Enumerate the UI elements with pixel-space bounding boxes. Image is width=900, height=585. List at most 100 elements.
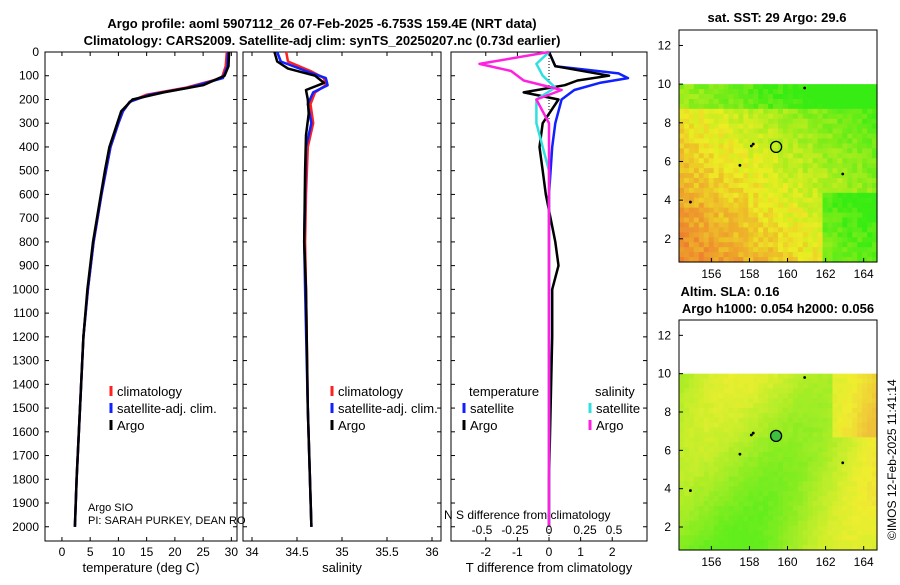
heatmap-cell [763,197,769,204]
heatmap-cell [778,510,784,517]
heatmap-cell [758,501,764,507]
heatmap-cell [738,432,744,438]
heatmap-cell [852,505,858,512]
heatmap-cell [708,168,715,174]
sla-map-title2: Argo h1000: 0.054 h2000: 0.056 [682,301,874,316]
heatmap-cell [867,525,873,532]
heatmap-cell [797,163,804,169]
heatmap-cell [872,545,878,551]
heatmap-cell [728,510,735,517]
heatmap-cell [782,153,789,159]
heatmap-cell [753,427,759,434]
heatmap-cell [787,432,794,438]
heatmap-cell [827,437,834,443]
heatmap-cell [862,456,868,463]
heatmap-cell [753,187,759,194]
heatmap-cell [812,442,819,448]
heatmap-cell [837,447,843,453]
heatmap-cell [768,113,774,120]
heatmap-cell [778,138,784,145]
heatmap-cell [713,525,720,532]
heatmap-cell [787,378,794,385]
heatmap-cell [723,505,730,512]
heatmap-cell [698,466,705,473]
heatmap-cell [688,163,695,169]
heatmap-cell [698,207,705,214]
heatmap-cell [768,187,774,194]
heatmap-cell [837,461,843,468]
heatmap-cell [683,113,690,120]
heatmap-cell [852,143,858,149]
heatmap-cell [758,227,764,233]
x-tick-label: 162 [816,267,836,281]
heatmap-cell [703,471,710,478]
heatmap-cell [763,505,769,512]
heatmap-cell [787,447,794,453]
heatmap-cell [713,540,720,546]
heatmap-cell [708,437,715,443]
heatmap-cell [698,222,705,229]
heatmap-cell [733,476,739,483]
heatmap-cell [837,403,843,409]
heatmap-cell [753,530,759,536]
heatmap-cell [837,217,843,224]
heatmap-cell [802,393,809,399]
heatmap-cell [688,456,695,463]
heatmap-cell [753,118,759,125]
heatmap-cell [718,486,725,492]
heatmap-cell [733,118,739,125]
heatmap-cell [688,232,695,238]
heatmap-cell [792,128,799,135]
heatmap-cell [728,227,735,233]
heatmap-cell [867,466,873,473]
y-tick-label: 4 [664,482,671,496]
heatmap-cell [837,173,843,179]
heatmap-cell [822,94,829,100]
heatmap-cell [723,545,730,551]
heatmap-cell [698,187,705,194]
heatmap-cell [862,98,868,105]
heatmap-cell [862,476,868,483]
heatmap-cell [857,222,863,229]
heatmap-cell [872,182,878,189]
heatmap-cell [743,373,749,380]
heatmap-cell [792,456,799,463]
heatmap-cell [802,452,809,458]
heatmap-cell [688,138,695,145]
heatmap-cell [679,388,685,394]
heatmap-cell [753,182,759,189]
heatmap-cell [792,496,799,502]
heatmap-cell [708,94,715,100]
heatmap-cell [758,168,764,174]
heatmap-cell [778,182,784,189]
heatmap-cell [693,456,700,463]
heatmap-cell [773,515,779,522]
heatmap-cell [812,422,819,429]
heatmap-cell [797,257,804,263]
heatmap-cell [778,113,784,120]
salinity-diff-tick-label: 0 [546,523,553,537]
heatmap-cell [827,471,834,478]
heatmap-cell [782,187,789,194]
heatmap-cell [837,373,843,380]
heatmap-cell [782,242,789,248]
heatmap-cell [852,530,858,536]
heatmap-cell [852,103,858,110]
heatmap-cell [812,378,819,385]
heatmap-cell [708,212,715,219]
heatmap-cell [872,442,878,448]
heatmap-cell [738,481,744,487]
heatmap-cell [827,383,834,389]
heatmap-cell [812,182,819,189]
heatmap-cell [857,217,863,224]
heatmap-cell [802,217,809,224]
heatmap-cell [802,540,809,546]
heatmap-cell [688,178,695,184]
heatmap-cell [817,481,824,487]
heatmap-cell [718,373,725,380]
heatmap-cell [792,393,799,399]
heatmap-cell [812,252,819,258]
heatmap-cell [773,237,779,243]
heatmap-cell [847,163,853,169]
heatmap-cell [683,98,690,105]
